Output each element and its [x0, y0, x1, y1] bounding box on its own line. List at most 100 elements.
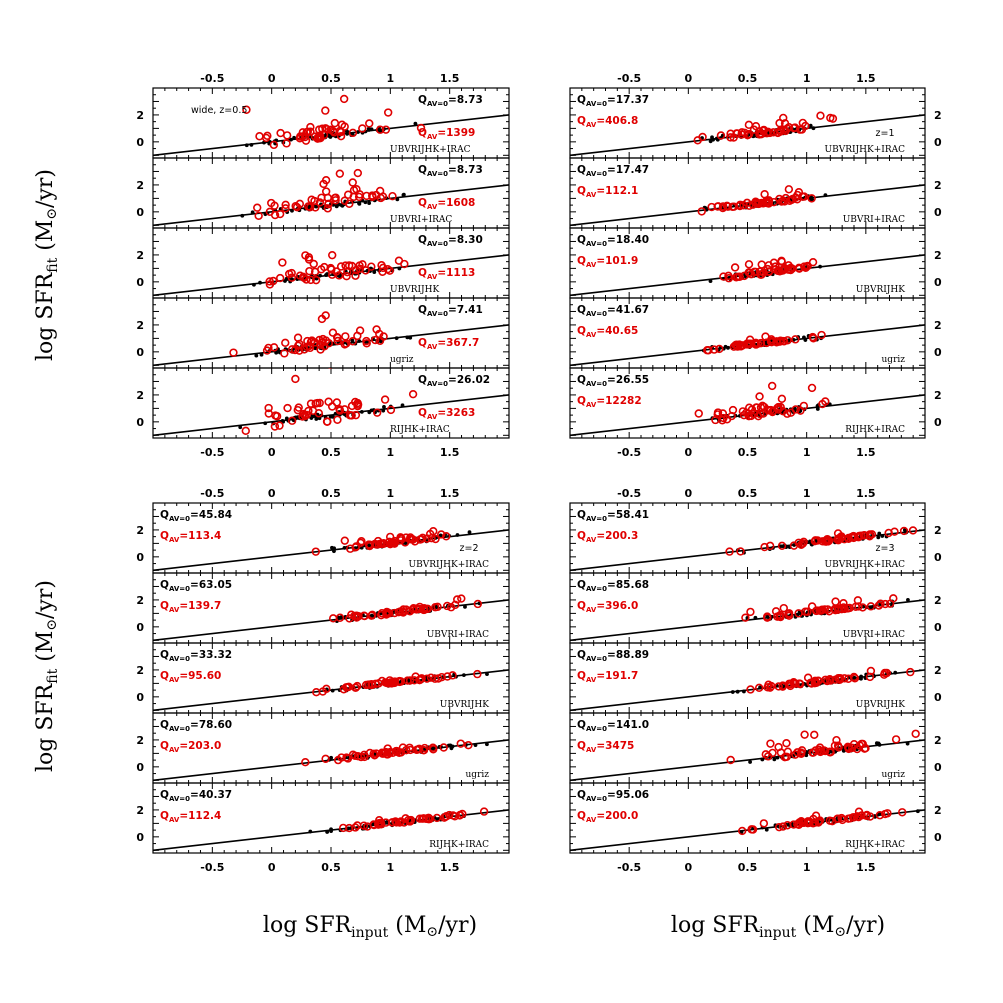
q-av0-label: QAV=0=141.0 — [577, 719, 649, 733]
point-free-av — [725, 547, 734, 556]
point-free-av — [327, 270, 337, 279]
point-free-av — [362, 339, 371, 348]
panel-ubvrijhk: 0 2 QAV=0=8.30 QAV=1113 UBVRIJHK — [136, 227, 510, 299]
y-tick-label: 0 — [934, 136, 942, 149]
point-free-av — [317, 314, 327, 324]
point-free-av — [321, 106, 330, 115]
redshift-annotation: z=2 — [460, 543, 479, 554]
point-free-av — [351, 823, 360, 832]
band-label: ugriz — [882, 355, 906, 365]
point-free-av — [825, 816, 835, 825]
point-free-av — [767, 336, 777, 346]
y-axis-titles: log SFRfit (M⊙/yr) log SFRfit (M⊙/yr) — [33, 169, 61, 772]
plot-area — [153, 250, 509, 297]
point-free-av — [319, 179, 328, 189]
point-free-av — [410, 537, 420, 546]
point-av0 — [708, 139, 713, 144]
point-av0 — [259, 352, 264, 357]
point-free-av — [340, 405, 349, 414]
point-free-av — [335, 126, 345, 136]
point-av0 — [363, 200, 368, 205]
point-av0 — [726, 345, 730, 350]
y-tick-label: 0 — [136, 206, 144, 219]
point-free-av — [336, 132, 346, 141]
point-free-av — [718, 409, 728, 418]
point-free-av — [339, 94, 349, 104]
point-free-av — [321, 754, 330, 764]
point-free-av — [396, 748, 406, 757]
x-tick-label-bottom: 1.5 — [856, 861, 876, 874]
panel-ugriz: 0 2 QAV=0=141.0 QAV=3475 ugriz — [569, 712, 942, 784]
point-free-av — [341, 332, 350, 341]
panel-ubvri-irac: 0 2 QAV=0=8.73 QAV=1608 UBVRI+IRAC — [136, 157, 510, 229]
point-free-av — [899, 526, 909, 536]
point-free-av — [777, 257, 786, 266]
point-free-av — [857, 739, 866, 749]
plot-area — [153, 739, 509, 782]
x-tick-label-bottom: 0 — [268, 446, 276, 459]
y-tick-label: 0 — [136, 621, 144, 634]
point-free-av — [278, 258, 287, 267]
point-free-av — [376, 610, 386, 620]
point-free-av — [809, 334, 818, 343]
y-tick-label: 2 — [136, 734, 144, 747]
point-free-av — [275, 273, 285, 283]
point-free-av — [801, 121, 810, 131]
point-free-av — [448, 671, 457, 680]
point-free-av — [335, 406, 345, 415]
point-av0 — [397, 266, 402, 271]
point-free-av — [718, 202, 728, 211]
point-av0 — [284, 416, 289, 421]
panel-group-3: -0.5 0 0.5 1 1.5 0 2 QAV=0=45.84 QAV=113.4 UBVRIJ… — [136, 487, 510, 874]
point-av0 — [290, 208, 294, 213]
plot-area — [570, 381, 925, 437]
point-free-av — [314, 409, 324, 418]
point-free-av — [333, 415, 342, 424]
point-av0 — [730, 690, 735, 694]
point-free-av — [431, 534, 440, 544]
plot-area — [570, 324, 925, 367]
point-av0 — [292, 135, 296, 140]
point-free-av — [392, 818, 401, 827]
point-free-av — [818, 399, 827, 409]
y-tick-label: 2 — [934, 524, 942, 537]
x-tick-label-top: 0 — [685, 72, 693, 85]
plot-area — [153, 807, 509, 852]
point-av0 — [252, 282, 256, 287]
point-free-av — [419, 745, 428, 755]
point-free-av — [766, 739, 775, 748]
point-free-av — [361, 266, 370, 275]
point-av0 — [772, 757, 777, 762]
band-label: UBVRIJHK+IRAC — [825, 560, 906, 570]
point-free-av — [335, 169, 345, 178]
point-free-av — [304, 253, 314, 262]
point-free-av — [762, 196, 771, 205]
point-free-av — [295, 271, 305, 280]
point-free-av — [415, 604, 424, 614]
point-av0 — [905, 741, 910, 746]
point-free-av — [854, 812, 863, 822]
q-av-label: QAV=12282 — [577, 395, 642, 409]
point-free-av — [371, 335, 380, 345]
point-free-av — [253, 203, 262, 212]
panel-rijhk-irac: 0 2 QAV=0=26.02 QAV=3263 RIJHK+IRAC — [136, 367, 510, 439]
x-tick-label-top: 1.5 — [856, 487, 876, 500]
point-av0 — [739, 830, 744, 834]
point-free-av — [817, 330, 826, 340]
point-free-av — [854, 531, 864, 541]
point-free-av — [782, 738, 791, 748]
point-free-av — [311, 547, 321, 556]
panel-ubvri-irac: 0 2 QAV=0=85.68 QAV=396.0 UBVRI+IRAC — [569, 572, 942, 644]
x-tick-label-bottom: 0 — [268, 861, 276, 874]
point-av0 — [758, 685, 762, 690]
point-free-av — [229, 348, 238, 357]
point-free-av — [433, 602, 442, 612]
y-tick-label: 0 — [136, 136, 144, 149]
point-av0 — [818, 264, 823, 269]
x-tick-label-top: 1 — [387, 487, 395, 500]
point-free-av — [282, 139, 291, 148]
q-av0-label: QAV=0=95.06 — [577, 789, 649, 803]
point-free-av — [347, 411, 356, 420]
point-free-av — [329, 128, 339, 137]
point-free-av — [311, 275, 321, 285]
